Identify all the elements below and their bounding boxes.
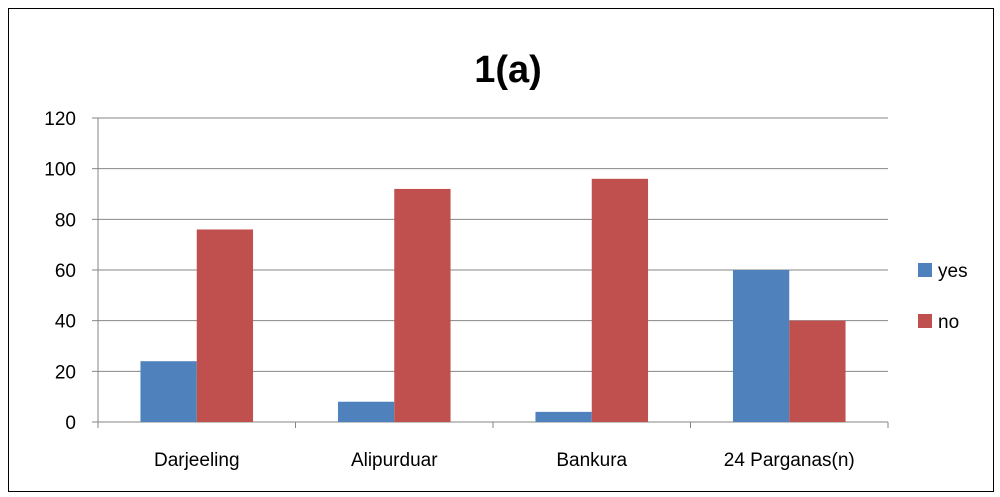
- y-tick-label: 100: [44, 160, 76, 181]
- chart-title: 1(a): [474, 49, 542, 91]
- bar-no-2: [591, 178, 649, 422]
- x-category-label: Alipurduar: [351, 450, 438, 471]
- bars: [140, 178, 846, 422]
- y-tick-label: 120: [44, 109, 76, 130]
- x-category-label: 24 Parganas(n): [724, 450, 855, 471]
- y-tick-label: 80: [55, 210, 76, 231]
- legend-swatch-no: [918, 314, 932, 328]
- bar-yes-2: [535, 411, 592, 422]
- y-tick-label: 20: [55, 362, 76, 383]
- x-category-label: Darjeeling: [154, 450, 240, 471]
- legend-label-yes: yes: [938, 261, 968, 282]
- x-category-label: Bankura: [556, 450, 627, 471]
- bar-no-0: [196, 229, 254, 422]
- y-tick-label: 60: [55, 261, 76, 282]
- bar-yes-3: [732, 270, 790, 422]
- y-tick-label: 0: [65, 413, 76, 434]
- axis-labels: 0 20 40 60 80 100 120 Darjeeling Alipurduar Banku…: [44, 109, 854, 471]
- legend: yes no: [918, 261, 968, 333]
- y-tick-label: 40: [55, 312, 76, 333]
- bar-no-1: [394, 188, 451, 422]
- legend-label-no: no: [938, 312, 959, 333]
- bar-yes-0: [140, 361, 197, 422]
- bar-yes-1: [337, 401, 395, 422]
- bar-no-3: [789, 320, 846, 422]
- legend-swatch-yes: [918, 263, 932, 277]
